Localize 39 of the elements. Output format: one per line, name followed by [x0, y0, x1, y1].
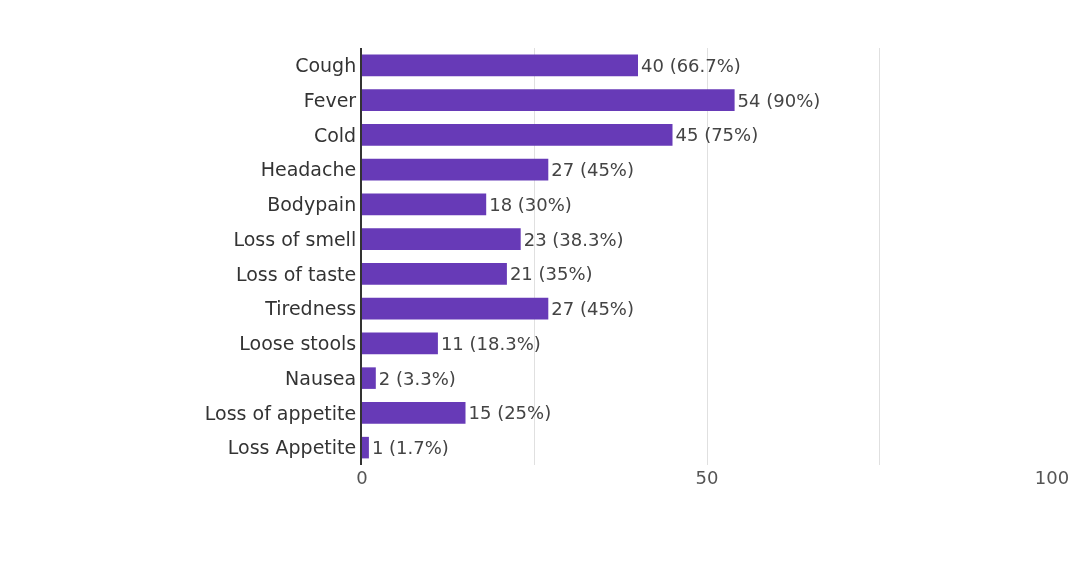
y-tick-label: Fever: [303, 88, 357, 111]
bar: [362, 124, 673, 146]
y-tick-label: Bodypain: [267, 193, 357, 216]
data-label: 18 (30%): [489, 193, 572, 215]
y-tick-label: Headache: [260, 158, 357, 181]
x-tick-label: 0: [356, 467, 368, 488]
data-label: 2 (3.3%): [378, 367, 456, 389]
bar: [362, 158, 549, 181]
bar: [362, 402, 466, 424]
bar: [362, 89, 735, 111]
data-label: 54 (90%): [737, 89, 821, 111]
bar: [362, 332, 438, 355]
data-label: 21 (35%): [509, 263, 593, 285]
y-tick-label: Tiredness: [264, 297, 357, 320]
bar: [362, 297, 549, 320]
data-label: 1 (1.7%): [371, 437, 449, 459]
x-tick-label: 100: [1034, 467, 1070, 488]
y-tick-label: Cough: [295, 54, 357, 77]
data-label: 40 (66.7%): [641, 54, 741, 76]
y-tick-label: Loss of taste: [236, 262, 357, 285]
x-tick-label: 50: [695, 467, 719, 488]
y-tick-label: Loss of smell: [233, 227, 357, 250]
bar: [362, 228, 521, 250]
bar: [362, 263, 507, 285]
data-label: 11 (18.3%): [440, 332, 541, 354]
y-tick-label: Loose stools: [239, 332, 357, 355]
y-tick-label: Cold: [313, 123, 357, 146]
y-tick-label: Loss Appetite: [227, 436, 357, 459]
data-label: 27 (45%): [551, 298, 634, 320]
bar: [362, 54, 638, 77]
y-tick-label: Nausea: [285, 366, 357, 389]
y-tick-label: Loss of appetite: [204, 401, 357, 424]
bar: [362, 436, 369, 459]
data-label: 27 (45%): [551, 159, 634, 181]
data-label: 45 (75%): [675, 124, 759, 146]
bar: [362, 367, 376, 389]
data-label: 23 (38.3%): [523, 228, 624, 250]
data-label: 15 (25%): [468, 402, 552, 424]
bar: [362, 193, 487, 216]
